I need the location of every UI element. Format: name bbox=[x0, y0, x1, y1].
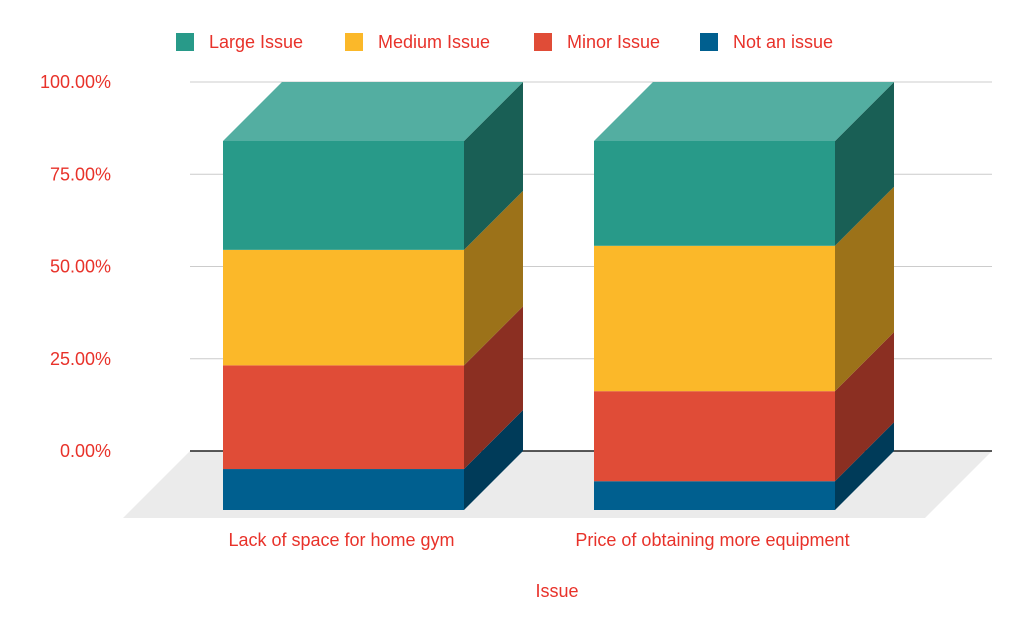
legend: Large Issue Medium Issue Minor Issue Not an… bbox=[176, 32, 833, 52]
legend-swatch bbox=[176, 33, 194, 51]
bar-segment-side bbox=[835, 422, 894, 510]
x-axis-title: Issue bbox=[535, 581, 578, 601]
legend-item: Medium Issue bbox=[345, 32, 490, 52]
y-tick-label: 50.00% bbox=[50, 257, 111, 277]
bar-segment-side bbox=[835, 82, 894, 246]
bar-top-face bbox=[594, 82, 894, 141]
x-tick-label: Lack of space for home gym bbox=[228, 530, 454, 550]
bar-segment bbox=[594, 391, 835, 482]
bar-stack bbox=[223, 82, 523, 510]
legend-label: Large Issue bbox=[209, 32, 303, 52]
legend-swatch bbox=[700, 33, 718, 51]
bars bbox=[223, 82, 894, 510]
bar-segment bbox=[223, 365, 464, 470]
bar-segment-side bbox=[835, 186, 894, 392]
legend-item: Large Issue bbox=[176, 32, 303, 52]
legend-item: Minor Issue bbox=[534, 32, 660, 52]
bar-segment bbox=[594, 481, 835, 510]
bar-segment bbox=[594, 245, 835, 392]
bar-segment bbox=[594, 141, 835, 246]
legend-label: Not an issue bbox=[733, 32, 833, 52]
y-tick-label: 75.00% bbox=[50, 164, 111, 184]
legend-item: Not an issue bbox=[700, 32, 833, 52]
y-tick-label: 0.00% bbox=[60, 441, 111, 461]
legend-swatch bbox=[345, 33, 363, 51]
bar-segment bbox=[223, 141, 464, 250]
x-axis-ticks: Lack of space for home gym Price of obtai… bbox=[228, 530, 849, 550]
legend-label: Minor Issue bbox=[567, 32, 660, 52]
y-tick-label: 100.00% bbox=[40, 72, 111, 92]
y-axis-ticks: 0.00% 25.00% 50.00% 75.00% 100.00% bbox=[40, 72, 111, 461]
y-tick-label: 25.00% bbox=[50, 349, 111, 369]
bar-segment-side bbox=[464, 410, 523, 510]
bar-stack bbox=[594, 82, 894, 510]
legend-label: Medium Issue bbox=[378, 32, 490, 52]
bar-segment bbox=[223, 469, 464, 510]
bar-segment-side bbox=[464, 82, 523, 250]
bar-segment-side bbox=[464, 190, 523, 366]
bar-segment bbox=[223, 249, 464, 366]
x-tick-label: Price of obtaining more equipment bbox=[575, 530, 849, 550]
bar-segment-side bbox=[464, 306, 523, 470]
bar-segment-side bbox=[835, 332, 894, 482]
bar-top-face bbox=[223, 82, 523, 141]
legend-swatch bbox=[534, 33, 552, 51]
